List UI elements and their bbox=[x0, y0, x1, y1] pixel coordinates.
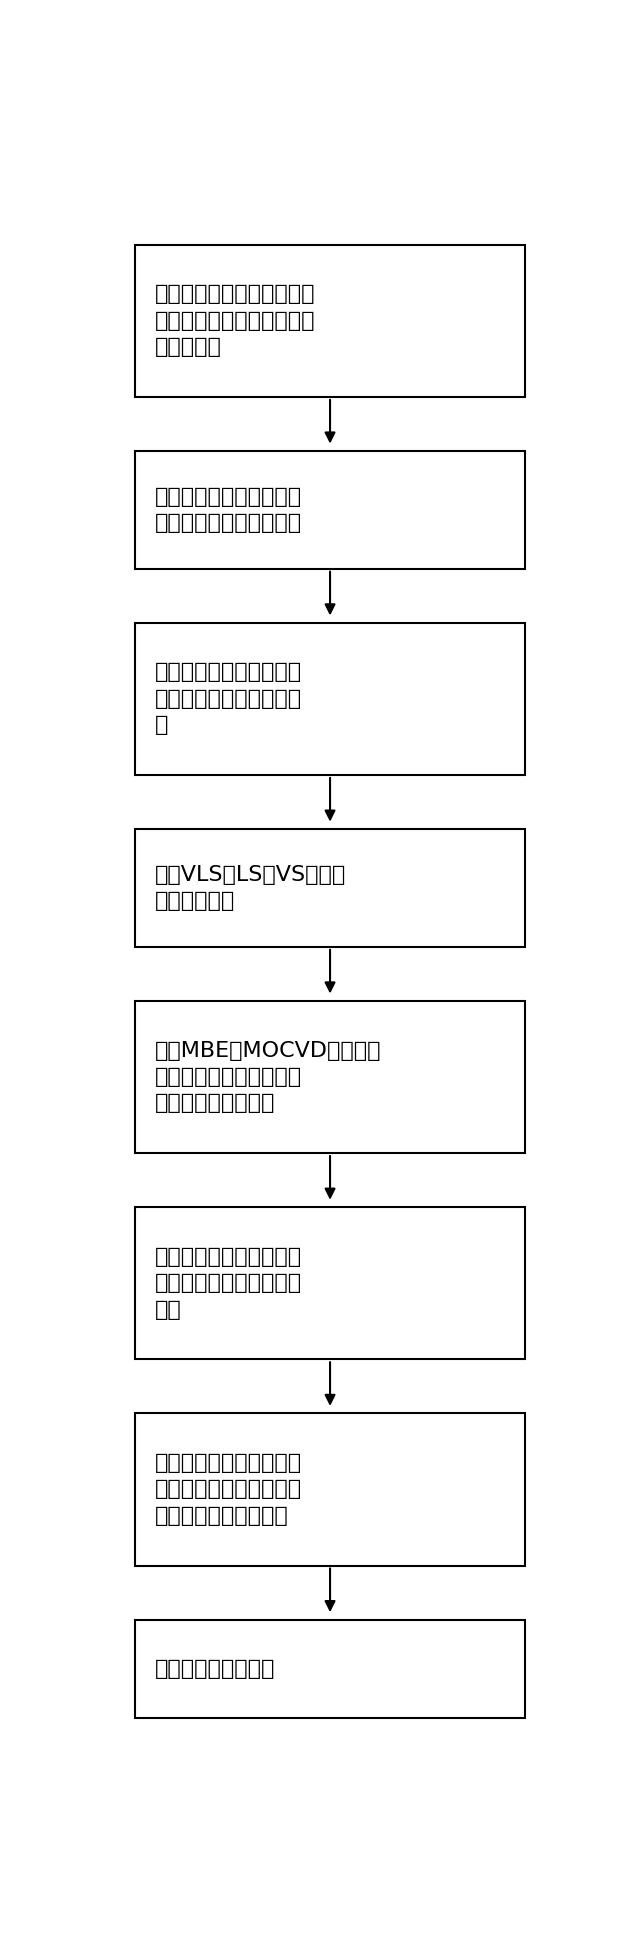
Bar bbox=[135, 624, 525, 775]
Text: 对衬底材料表面进行表面
处理，以获得平整的表面: 对衬底材料表面进行表面 处理，以获得平整的表面 bbox=[155, 486, 303, 532]
Bar bbox=[135, 1620, 525, 1718]
Text: 利用MBE、MOCVD等方法在
垂直单晶的侧面依次外延
至少一层外延层材料: 利用MBE、MOCVD等方法在 垂直单晶的侧面依次外延 至少一层外延层材料 bbox=[155, 1041, 382, 1113]
Bar bbox=[135, 245, 525, 396]
Text: 利用胶体晶体法、光刻掩
膜法等方法制作催化剂模
板: 利用胶体晶体法、光刻掩 膜法等方法制作催化剂模 板 bbox=[155, 663, 303, 734]
Bar bbox=[135, 1207, 525, 1360]
Text: 选择衬底材料、垂直单晶材
料、外延层材料、金属材料
、介质材料: 选择衬底材料、垂直单晶材 料、外延层材料、金属材料 、介质材料 bbox=[155, 284, 316, 358]
Text: 利用VLS、LS、VS等机制
生长垂直单晶: 利用VLS、LS、VS等机制 生长垂直单晶 bbox=[155, 865, 346, 911]
Bar bbox=[135, 830, 525, 946]
Bar bbox=[135, 451, 525, 569]
Text: 形成基本的器件单元: 形成基本的器件单元 bbox=[155, 1659, 276, 1679]
Bar bbox=[135, 1413, 525, 1566]
Bar bbox=[135, 1001, 525, 1152]
Text: 在垂直外延层的表面交替
淡积至少一层金属层与介
质层: 在垂直外延层的表面交替 淡积至少一层金属层与介 质层 bbox=[155, 1247, 303, 1319]
Text: 在平行于衬底材料表面的
各金属层上分别引出源极
、栅极、漏极的外引线: 在平行于衬底材料表面的 各金属层上分别引出源极 、栅极、漏极的外引线 bbox=[155, 1453, 303, 1525]
